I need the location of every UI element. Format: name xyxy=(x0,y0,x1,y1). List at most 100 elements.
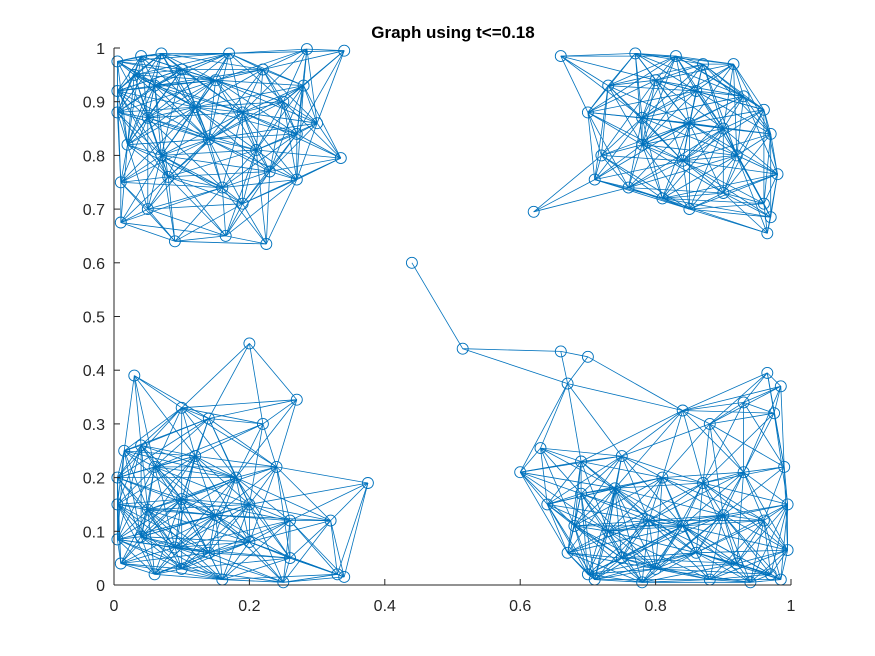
graph-edge xyxy=(140,455,196,537)
graph-node xyxy=(534,442,547,455)
graph-edge xyxy=(215,79,243,113)
graph-edge xyxy=(750,573,771,583)
graph-edge xyxy=(621,423,710,457)
graph-edge xyxy=(560,351,588,358)
graph-edge xyxy=(675,55,704,65)
graph-edge xyxy=(594,179,690,210)
graph-edge xyxy=(134,375,182,409)
graph-edge xyxy=(662,410,684,478)
graph-edge xyxy=(723,192,771,218)
graph-edge xyxy=(269,157,341,172)
graph-edge xyxy=(736,155,778,175)
graph-edge xyxy=(249,466,277,543)
graph-edge xyxy=(607,477,663,532)
graph-edge xyxy=(174,504,250,548)
graph-edge xyxy=(750,504,788,583)
graph-node xyxy=(561,377,574,390)
graph-edge xyxy=(709,412,775,425)
graph-edge xyxy=(567,383,623,457)
graph-node xyxy=(554,345,567,358)
graph-edge xyxy=(283,576,345,583)
graph-edge xyxy=(574,525,656,570)
graph-node xyxy=(114,176,127,189)
graph-edge xyxy=(614,477,663,489)
graph-node xyxy=(155,149,168,162)
graph-edge xyxy=(117,477,182,500)
y-tick-label: 0.6 xyxy=(83,256,105,273)
graph-edge xyxy=(222,187,243,205)
graph-edge xyxy=(682,410,710,425)
graph-edge xyxy=(763,520,782,580)
graph-edge xyxy=(235,477,250,543)
graph-edge xyxy=(147,187,223,210)
graph-edge xyxy=(519,383,568,473)
graph-node xyxy=(405,256,418,269)
graph-edge xyxy=(743,413,775,473)
graph-node xyxy=(781,544,794,557)
graph-edge xyxy=(587,557,622,575)
graph-edge xyxy=(736,155,772,218)
graph-edge xyxy=(641,514,724,583)
graph-edge xyxy=(682,128,724,162)
graph-edge xyxy=(262,69,304,86)
y-tick-label: 1 xyxy=(96,41,105,58)
graph-edge xyxy=(587,79,656,113)
graph-edge xyxy=(722,515,751,583)
graph-edge xyxy=(709,573,771,580)
graph-edge xyxy=(743,402,785,468)
graph-edge xyxy=(255,149,267,245)
graph-node xyxy=(324,514,337,527)
y-tick-label: 0.8 xyxy=(83,148,105,165)
graph-edge xyxy=(249,504,331,521)
graph-edge xyxy=(147,117,223,188)
graph-edge xyxy=(601,155,683,162)
graph-node xyxy=(683,203,696,216)
graph-edge xyxy=(242,171,271,204)
graph-edge xyxy=(574,525,596,580)
graph-edge xyxy=(540,447,575,527)
graph-edge xyxy=(641,55,677,118)
graph-edge xyxy=(215,79,298,135)
graph-node xyxy=(236,106,249,119)
graph-edge xyxy=(282,520,291,583)
graph-edge xyxy=(695,482,704,553)
graph-edge xyxy=(140,407,182,446)
graph-edge xyxy=(134,69,182,76)
graph-edge xyxy=(621,410,683,457)
graph-edge xyxy=(120,547,176,564)
graph-edge xyxy=(147,208,226,237)
graph-edge xyxy=(682,133,771,162)
graph-edge xyxy=(587,112,602,156)
graph-edge xyxy=(642,95,744,119)
graph-edge xyxy=(702,402,744,484)
graph-edge xyxy=(120,106,196,183)
graph-edge xyxy=(641,144,724,194)
graph-edge xyxy=(161,106,196,156)
graph-edge xyxy=(736,549,788,564)
graph-edge xyxy=(195,455,237,478)
graph-edge xyxy=(276,466,368,484)
graph-edge xyxy=(462,348,561,352)
graph-edge xyxy=(141,536,209,554)
graph-node xyxy=(690,85,703,97)
graph-node xyxy=(209,74,222,87)
graph-edge xyxy=(594,531,609,580)
graph-edge xyxy=(154,85,243,113)
graph-edge xyxy=(174,520,291,548)
graph-edge xyxy=(702,471,744,484)
graph-node xyxy=(168,541,181,554)
graph-edge xyxy=(581,461,663,478)
graph-node xyxy=(717,187,730,199)
graph-edge xyxy=(225,203,243,237)
graph-edge xyxy=(296,50,345,135)
graph-edge xyxy=(547,455,623,505)
graph-edge xyxy=(222,171,270,188)
graph-edge xyxy=(594,144,643,180)
graph-edge xyxy=(621,455,663,478)
graph-edge xyxy=(780,504,788,580)
graph-edge xyxy=(215,477,237,516)
graph-edge xyxy=(249,466,277,505)
graph-edge xyxy=(587,356,683,411)
graph-edge xyxy=(255,101,284,151)
graph-node xyxy=(236,197,249,210)
